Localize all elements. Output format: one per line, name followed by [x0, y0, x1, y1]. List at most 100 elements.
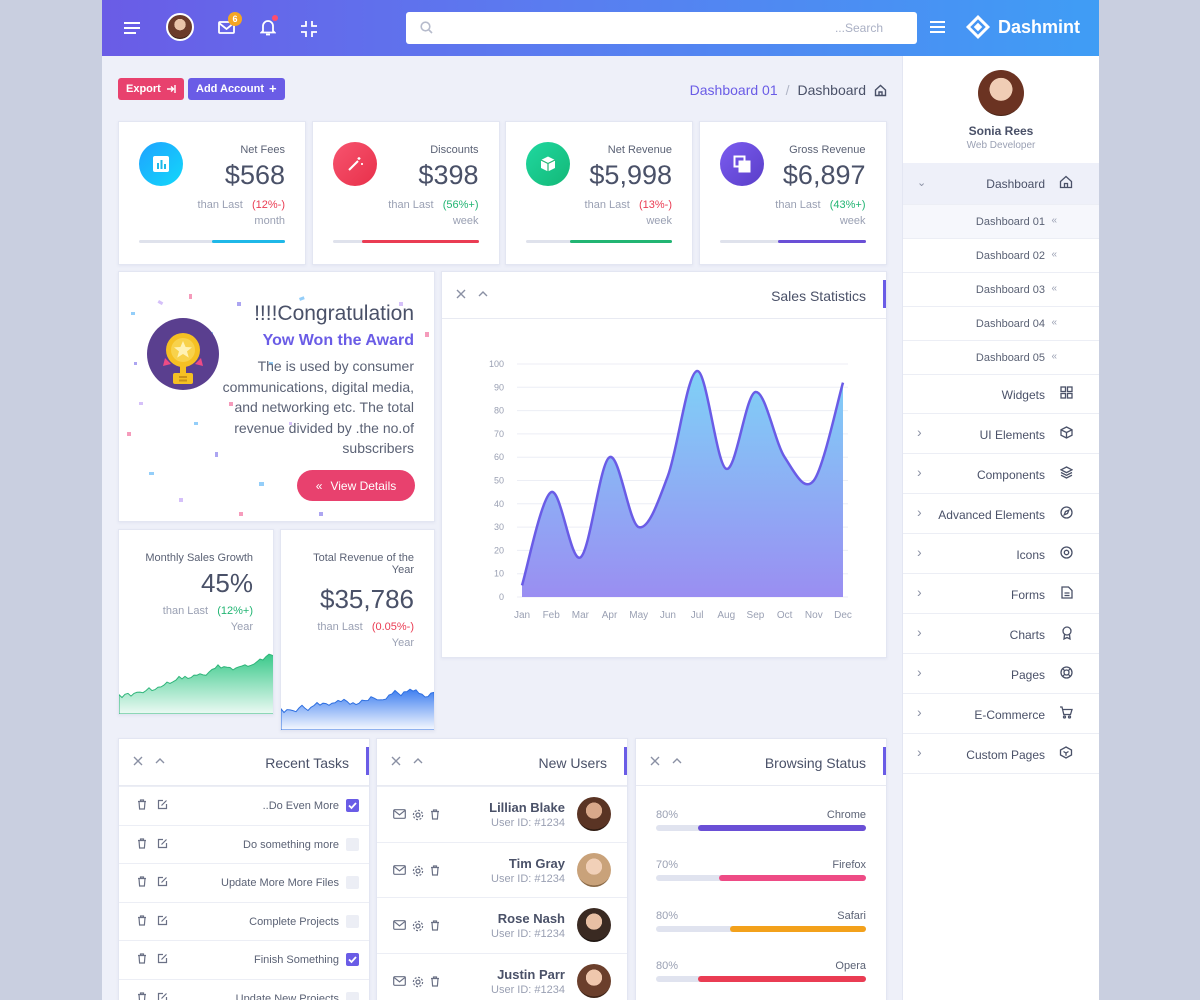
congrats-title: !!!!Congratulation	[254, 302, 414, 325]
plus-icon: +	[269, 81, 277, 96]
mail-icon[interactable]	[393, 864, 406, 877]
sidebar-item-ui-elements[interactable]: › UI Elements	[903, 414, 1099, 454]
menu-icon[interactable]	[124, 22, 140, 34]
sidebar-item-label: Forms	[1011, 588, 1045, 602]
gear-icon[interactable]	[412, 809, 424, 821]
mail-icon[interactable]	[393, 975, 406, 988]
sidebar-item-e-commerce[interactable]: › E-Commerce	[903, 694, 1099, 734]
task-label: Update More More Files	[221, 877, 339, 889]
gear-icon[interactable]	[412, 920, 424, 932]
avatar[interactable]	[577, 963, 611, 998]
fullscreen-exit-icon[interactable]	[301, 21, 317, 37]
sidebar-subitem-label: Dashboard 04	[975, 318, 1045, 330]
than-last-label: than Last	[197, 199, 243, 211]
chevron-up-icon[interactable]	[672, 756, 682, 766]
bell-icon[interactable]	[260, 19, 276, 36]
sidebar-subitem[interactable]: Dashboard 01 «	[903, 205, 1099, 239]
sidebar-subitem[interactable]: Dashboard 05 «	[903, 341, 1099, 375]
brand-logo[interactable]: Dashmint	[964, 13, 1080, 41]
profile-avatar[interactable]	[978, 70, 1024, 116]
close-icon[interactable]	[650, 756, 660, 766]
toggle-menu-icon[interactable]	[930, 21, 945, 33]
chevron-up-icon[interactable]	[155, 756, 165, 766]
row-actions	[393, 975, 440, 988]
row-actions	[137, 914, 168, 926]
delta-value: (13%-)	[638, 199, 672, 211]
avatar[interactable]	[166, 13, 194, 41]
sidebar-subitem-label: Dashboard 05	[975, 352, 1045, 364]
mail-icon[interactable]	[393, 809, 406, 821]
breadcrumb-root[interactable]: Dashboard	[797, 82, 867, 98]
new-users-card: New Users Lillian Blake User ID: #1234 Tim…	[376, 738, 628, 1000]
stat-value: $5,998	[589, 160, 672, 190]
user-name[interactable]: Tim Gray	[508, 855, 565, 871]
sidebar-item-icons[interactable]: › Icons	[903, 534, 1099, 574]
trash-icon[interactable]	[430, 864, 440, 877]
user-row: Justin Parr User ID: #1234	[377, 952, 627, 1000]
trash-icon[interactable]	[137, 876, 147, 887]
sidebar-item-forms[interactable]: › Forms	[903, 574, 1099, 614]
trash-icon[interactable]	[137, 837, 147, 849]
edit-icon[interactable]	[157, 953, 168, 964]
export-button[interactable]: Export	[118, 78, 184, 100]
net-fees-icon	[139, 142, 183, 186]
trash-icon[interactable]	[137, 953, 147, 964]
view-details-button[interactable]: « View Details	[297, 470, 415, 501]
edit-icon[interactable]	[157, 838, 168, 849]
chevron-up-icon[interactable]	[413, 756, 423, 766]
sidebar-item-custom-pages[interactable]: › Custom Pages	[903, 734, 1099, 774]
close-icon[interactable]	[391, 756, 401, 766]
user-id: User ID: #1234	[491, 872, 565, 885]
trash-icon[interactable]	[430, 920, 440, 932]
row-actions	[137, 876, 168, 887]
user-name[interactable]: Lillian Blake	[489, 800, 565, 815]
trash-icon[interactable]	[137, 991, 147, 1000]
sidebar-item-components[interactable]: › Components	[903, 454, 1099, 494]
sidebar-item-widgets[interactable]: Widgets	[903, 374, 1099, 414]
task-checkbox[interactable]	[346, 991, 359, 1000]
avatar[interactable]	[577, 852, 611, 887]
user-name[interactable]: Rose Nash	[497, 911, 565, 926]
edit-icon[interactable]	[157, 992, 168, 1000]
sidebar-item-advanced-elements[interactable]: › Advanced Elements	[903, 494, 1099, 534]
task-checkbox[interactable]	[346, 837, 359, 851]
user-name[interactable]: Justin Parr	[497, 966, 565, 982]
stat-progress	[526, 240, 672, 243]
edit-icon[interactable]	[157, 799, 168, 810]
card-controls	[650, 756, 682, 766]
gear-icon[interactable]	[412, 865, 424, 877]
sidebar-subitem[interactable]: Dashboard 04 «	[903, 307, 1099, 341]
congrats-subtitle: Yow Won the Award	[262, 332, 414, 349]
search-box[interactable]: ...Search	[406, 12, 917, 44]
breadcrumb-current[interactable]: Dashboard 01	[689, 82, 778, 98]
delta-value: (12%+)	[217, 605, 253, 617]
edit-icon[interactable]	[157, 876, 168, 887]
task-checkbox[interactable]	[346, 876, 359, 889]
task-checkbox[interactable]	[346, 799, 359, 812]
profile-role: Web Developer	[966, 140, 1036, 151]
sidebar-subitem[interactable]: Dashboard 03 «	[903, 273, 1099, 307]
sidebar-item-dashboard[interactable]: ⌄ Dashboard	[903, 163, 1099, 205]
trash-icon[interactable]	[430, 975, 440, 988]
stat-comparison: than Last (12%-) month	[198, 197, 285, 229]
sidebar-subitem[interactable]: Dashboard 02 «	[903, 239, 1099, 273]
trash-icon[interactable]	[137, 799, 147, 810]
delta-value: (12%-)	[251, 199, 285, 211]
close-icon[interactable]	[133, 756, 143, 766]
trash-icon[interactable]	[137, 914, 147, 926]
add-account-button[interactable]: Add Account +	[188, 78, 285, 100]
breadcrumb-separator: /	[785, 82, 790, 98]
gear-icon[interactable]	[412, 976, 424, 988]
user-id: User ID: #1234	[491, 983, 565, 996]
mail-icon[interactable]	[393, 920, 406, 932]
chevron-up-icon[interactable]	[478, 289, 488, 299]
task-checkbox[interactable]	[346, 914, 359, 928]
sidebar-item-pages[interactable]: › Pages	[903, 654, 1099, 694]
task-checkbox[interactable]	[346, 953, 359, 966]
close-icon[interactable]	[456, 289, 466, 299]
avatar[interactable]	[577, 797, 611, 831]
avatar[interactable]	[577, 908, 611, 942]
edit-icon[interactable]	[157, 915, 168, 926]
sidebar-item-charts[interactable]: › Charts	[903, 614, 1099, 654]
trash-icon[interactable]	[430, 809, 440, 821]
